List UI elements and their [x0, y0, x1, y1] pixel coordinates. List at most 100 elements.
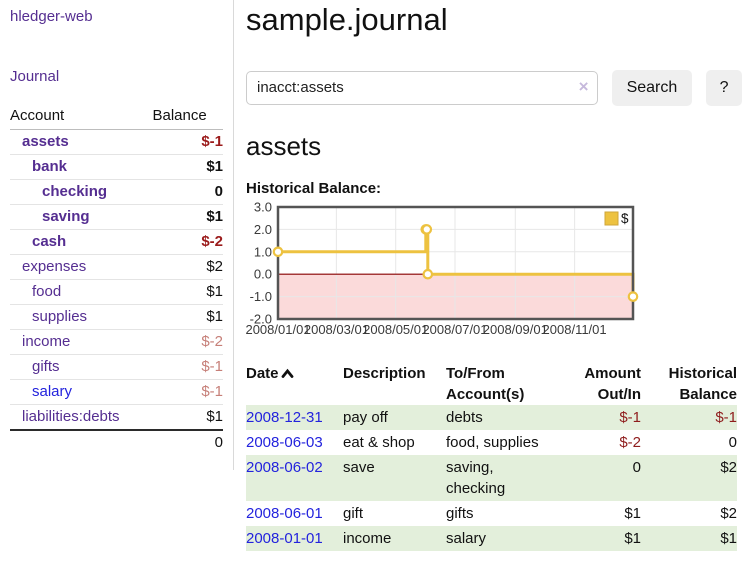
sort-ascending-icon: [281, 368, 293, 378]
search-button[interactable]: Search: [611, 69, 693, 106]
clear-search-icon[interactable]: ×: [578, 76, 589, 96]
register-amount-cell: $-2: [619, 433, 641, 451]
register-row: 2008-12-31 pay off debts $-1 $-1: [246, 404, 737, 430]
sidebar-account-row: cash $-2: [10, 229, 223, 255]
sidebar-account-row: income $-2: [10, 329, 223, 355]
register-balance-cell: $1: [720, 529, 737, 547]
register-date-cell: 2008-06-01: [246, 501, 343, 526]
register-date-cell: 2008-06-03: [246, 430, 343, 455]
register-description-cell: gift: [343, 504, 364, 522]
account-link[interactable]: gifts: [32, 358, 60, 375]
sidebar-account-row: gifts $-1: [10, 354, 223, 380]
account-balance: $1: [152, 204, 223, 230]
register-header-description: Description: [343, 364, 426, 382]
sidebar-account-row: supplies $1: [10, 304, 223, 330]
svg-text:2008/09/01: 2008/09/01: [483, 322, 548, 337]
account-balance: $1: [152, 154, 223, 180]
register-amount-cell: $1: [624, 529, 641, 547]
register-description-cell: income: [343, 529, 392, 547]
sidebar-item-journal[interactable]: Journal: [10, 68, 60, 85]
account-link[interactable]: cash: [32, 233, 67, 250]
svg-text:2008/01/01: 2008/01/01: [245, 322, 310, 337]
sidebar-account-row: assets $-1: [10, 129, 223, 155]
register-accounts-cell: food, supplies: [446, 433, 539, 451]
account-link[interactable]: salary: [32, 383, 73, 400]
register-amount-cell: 0: [632, 458, 641, 476]
search-box: ×: [246, 70, 598, 105]
account-link[interactable]: liabilities:debts: [22, 408, 120, 425]
register-accounts-cell: saving, checking: [446, 458, 506, 497]
register-row: 2008-06-03 eat & shop food, supplies $-2 0: [246, 430, 737, 455]
account-balance: $-1: [152, 354, 223, 380]
historical-balance-chart: $3.0 2.0 1.0 0.0 -1.0 -2.0 2008/01/01 2008/03/0…: [245, 199, 742, 339]
register-amount-cell: $-1: [619, 408, 641, 426]
transaction-date-link[interactable]: 2008-12-31: [246, 408, 323, 426]
account-balance: $1: [152, 404, 223, 431]
page-title: sample.journal: [246, 2, 448, 37]
register-description-cell: pay off: [343, 408, 388, 426]
register-balance-cell: $2: [720, 504, 737, 522]
transaction-date-link[interactable]: 2008-06-02: [246, 458, 323, 476]
register-description-cell: eat & shop: [343, 433, 415, 451]
account-link[interactable]: income: [22, 333, 71, 350]
account-link[interactable]: food: [32, 283, 62, 300]
search-form: × Search ?: [246, 69, 742, 106]
account-link[interactable]: bank: [32, 158, 68, 175]
register-header-row: Date Description To/From Account(s) Amou…: [246, 363, 737, 405]
account-balance: $1: [152, 304, 223, 330]
svg-text:2008/11/01: 2008/11/01: [543, 322, 607, 337]
main-content: sample.journal × Search ? assets Histori…: [234, 0, 742, 551]
account-link[interactable]: expenses: [22, 258, 87, 275]
account-balance: $1: [152, 279, 223, 305]
transaction-date-link[interactable]: 2008-06-03: [246, 433, 323, 451]
register-date-cell: 2008-06-02: [246, 455, 343, 501]
chart-title: Historical Balance:: [246, 179, 382, 197]
sidebar-account-row: checking 0: [10, 179, 223, 205]
svg-text:-1.0: -1.0: [250, 289, 272, 304]
register-balance-cell: $2: [720, 458, 737, 476]
account-balance: 0: [152, 179, 223, 205]
app: hledger-web Journal Account Balance asse…: [10, 0, 742, 551]
register-row: 2008-06-01 gift gifts $1 $2: [246, 501, 737, 526]
register-accounts-cell: salary: [446, 529, 487, 547]
account-balance: $-1: [152, 379, 223, 405]
transaction-date-link[interactable]: 2008-06-01: [246, 504, 323, 522]
register-accounts-cell: gifts: [446, 504, 474, 522]
account-balance: $-2: [152, 229, 223, 255]
svg-text:2008/03/01: 2008/03/01: [304, 322, 369, 337]
register-table: Date Description To/From Account(s) Amou…: [246, 363, 737, 551]
account-link[interactable]: saving: [42, 208, 90, 225]
accounts-header-account: Account: [10, 107, 153, 130]
transaction-date-link[interactable]: 2008-01-01: [246, 529, 323, 547]
svg-text:3.0: 3.0: [254, 199, 272, 214]
accounts-total-row: 0: [10, 429, 223, 455]
svg-text:$: $: [621, 211, 629, 226]
register-description-cell: save: [343, 458, 375, 476]
help-button[interactable]: ?: [706, 69, 742, 106]
sidebar-account-row: bank $1: [10, 154, 223, 180]
register-balance-cell: $-1: [715, 408, 737, 426]
accounts-header-row: Account Balance: [10, 107, 223, 130]
register-header-balance: Historical Balance: [668, 364, 737, 403]
chart-canvas: $3.0 2.0 1.0 0.0 -1.0 -2.02008/01/012008/03/0…: [245, 199, 639, 337]
account-link[interactable]: supplies: [32, 308, 88, 325]
account-link[interactable]: assets: [22, 133, 69, 150]
accounts-header-balance: Balance: [152, 107, 223, 130]
register-header-amount: Amount Out/In: [584, 364, 641, 403]
register-date-cell: 2008-12-31: [246, 405, 343, 430]
sidebar-account-row: salary $-1: [10, 379, 223, 405]
search-input[interactable]: [246, 70, 598, 105]
register-date-cell: 2008-01-01: [246, 526, 343, 551]
register-header-date[interactable]: Date: [246, 363, 343, 405]
sidebar-account-row: liabilities:debts $1: [10, 404, 223, 431]
account-heading: assets: [246, 130, 322, 161]
svg-text:-2.0: -2.0: [250, 311, 272, 326]
account-balance: $-1: [152, 129, 223, 155]
account-link[interactable]: checking: [42, 183, 108, 200]
register-row: 2008-01-01 income salary $1 $1: [246, 525, 737, 551]
account-balance: $2: [152, 254, 223, 280]
svg-text:2.0: 2.0: [254, 221, 272, 236]
app-title-link[interactable]: hledger-web: [10, 8, 93, 25]
register-accounts-cell: debts: [446, 408, 483, 426]
register-balance-cell: 0: [728, 433, 737, 451]
